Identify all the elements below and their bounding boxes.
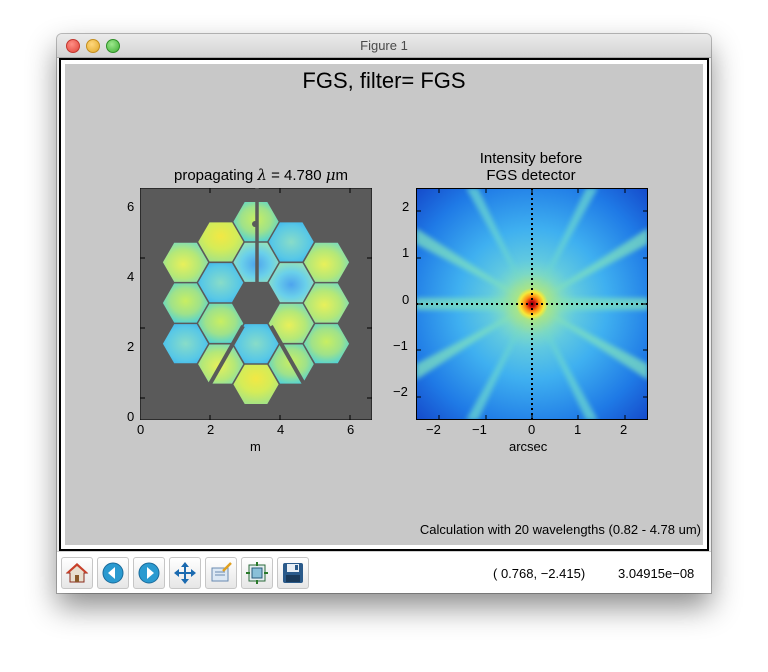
figure-window: Figure 1 FGS, filter= FGS propagating λ … — [57, 34, 711, 593]
left-xlabel: m — [250, 439, 261, 454]
right-ytick-2: 2 — [402, 199, 410, 214]
figure-canvas[interactable]: FGS, filter= FGS propagating λ = 4.780 μ… — [65, 64, 703, 545]
minimize-window-button[interactable] — [86, 39, 100, 53]
title-bar[interactable]: Figure 1 — [57, 34, 711, 58]
right-ytick-m1: −1 — [393, 338, 408, 353]
save-button[interactable] — [277, 557, 309, 589]
floppy-disk-icon — [283, 563, 303, 583]
forward-arrow-icon — [138, 562, 160, 584]
left-ytick-0: 0 — [127, 409, 135, 424]
right-title-line2: FGS detector — [486, 167, 576, 184]
mirror-segment — [268, 222, 314, 262]
right-ytick-1: 1 — [402, 245, 410, 260]
left-plot-axes[interactable] — [140, 188, 372, 420]
mirror-segment — [198, 303, 244, 343]
left-xtick-4: 4 — [277, 422, 285, 437]
pan-arrows-icon — [174, 562, 196, 584]
left-plot-title: propagating λ = 4.780 μm — [131, 166, 391, 185]
left-title-eq: = — [266, 167, 285, 184]
right-xtick-m1: −1 — [472, 422, 487, 437]
left-ytick-6: 6 — [127, 199, 135, 214]
mirror-segment — [162, 283, 209, 323]
cursor-coordinates: ( 0.768, −2.415) — [493, 566, 586, 581]
left-ytick-2: 2 — [127, 339, 135, 354]
mirror-segment — [268, 263, 314, 303]
right-ytick-m2: −2 — [393, 384, 408, 399]
zoom-rect-icon — [211, 562, 232, 582]
left-xtick-6: 6 — [347, 422, 355, 437]
mirror-segment — [198, 222, 244, 262]
mirror-segment — [233, 324, 279, 364]
mirror-segment — [268, 303, 314, 343]
mirror-segment — [303, 324, 350, 364]
calculation-caption: Calculation with 20 wavelengths (0.82 - … — [419, 522, 701, 537]
close-window-button[interactable] — [66, 39, 80, 53]
figure-suptitle: FGS, filter= FGS — [302, 68, 466, 93]
subplots-icon — [246, 562, 268, 584]
forward-button[interactable] — [133, 557, 165, 589]
home-button[interactable] — [61, 557, 93, 589]
right-plot-title: Intensity before FGS detector — [445, 150, 617, 184]
mirror-segment — [198, 263, 244, 303]
subplots-button[interactable] — [241, 557, 273, 589]
mirror-segment — [303, 283, 350, 323]
figure-canvas-frame: FGS, filter= FGS propagating λ = 4.780 μ… — [59, 58, 709, 551]
cursor-value: 3.04915e−08 — [618, 566, 695, 581]
window-title: Figure 1 — [360, 38, 408, 53]
back-button[interactable] — [97, 557, 129, 589]
navigation-toolbar: ( 0.768, −2.415) 3.04915e−08 — [57, 551, 711, 593]
zoom-window-button[interactable] — [106, 39, 120, 53]
right-plot-axes[interactable] — [416, 188, 648, 420]
mirror-segment — [162, 324, 209, 364]
home-icon — [65, 563, 89, 583]
mirror-segment — [162, 242, 209, 282]
mirror-segments — [162, 202, 350, 404]
left-title-prefix: propagating — [174, 167, 258, 184]
mirror-segment — [303, 242, 350, 282]
right-xlabel: arcsec — [509, 439, 548, 454]
left-title-lambda: λ — [257, 166, 267, 184]
right-title-line1: Intensity before — [479, 150, 583, 167]
right-xtick-2: 2 — [620, 422, 628, 437]
back-arrow-icon — [102, 562, 124, 584]
left-xtick-2: 2 — [207, 422, 215, 437]
right-xtick-1: 1 — [574, 422, 582, 437]
right-ytick-0: 0 — [402, 292, 410, 307]
mirror-segment — [233, 364, 279, 404]
left-xtick-0: 0 — [137, 422, 145, 437]
left-ytick-4: 4 — [127, 269, 135, 284]
zoom-button[interactable] — [205, 557, 237, 589]
right-xtick-0: 0 — [528, 422, 536, 437]
left-title-value: 4.780 — [284, 167, 326, 184]
left-title-mu: μ — [325, 166, 336, 184]
pan-button[interactable] — [169, 557, 201, 589]
right-xtick-m2: −2 — [426, 422, 441, 437]
left-title-unit: m — [335, 167, 349, 184]
